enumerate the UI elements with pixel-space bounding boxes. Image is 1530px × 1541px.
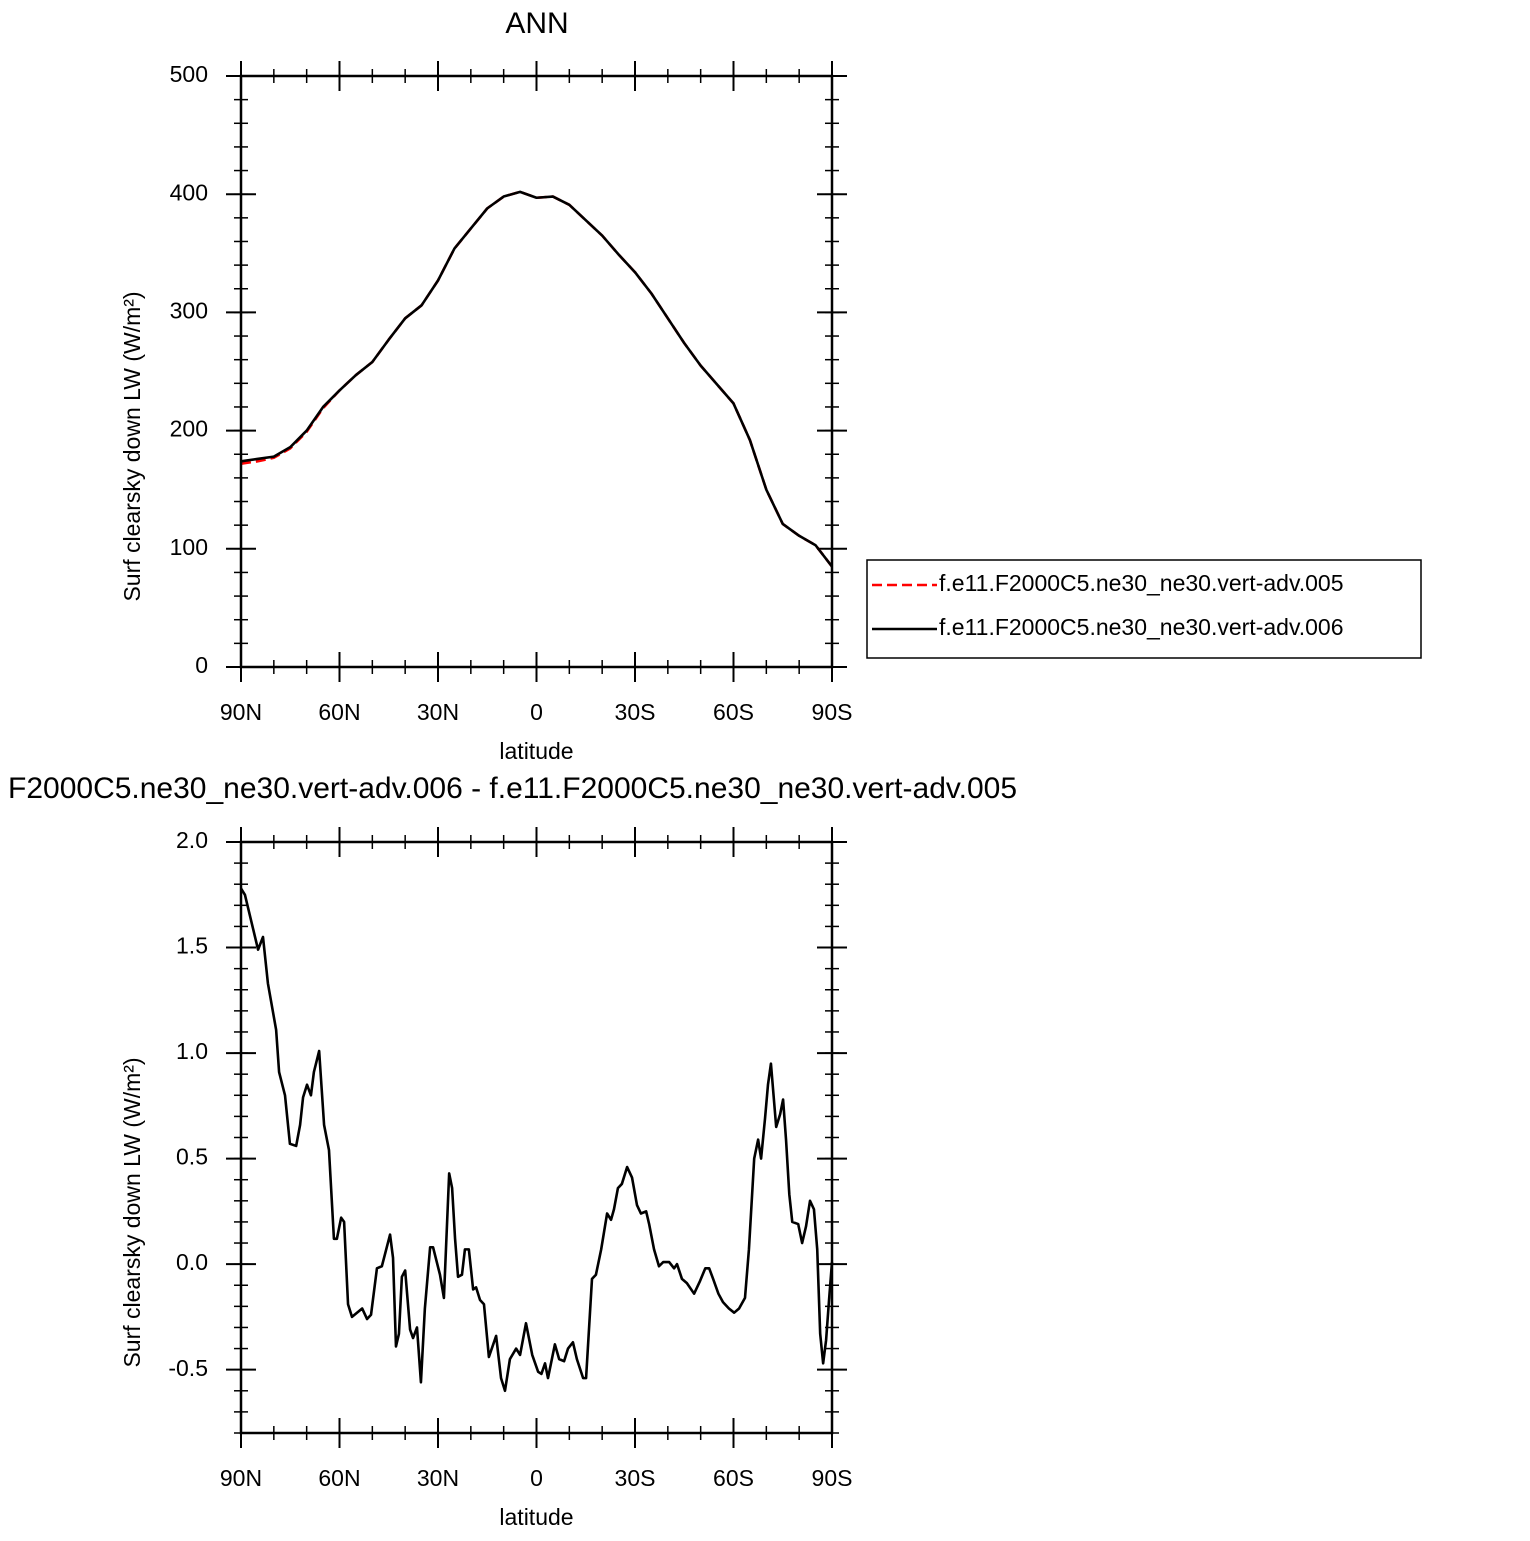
x-tick-label: 60N xyxy=(318,699,360,725)
x-tick-label: 60N xyxy=(318,1465,360,1491)
y-tick-label: 1.5 xyxy=(176,933,208,959)
plot-frame xyxy=(239,74,834,669)
y-tick-label: -0.5 xyxy=(168,1355,208,1381)
x-tick-label: 30S xyxy=(615,699,656,725)
x-tick-label: 0 xyxy=(530,1465,543,1491)
x-tick-label: 90S xyxy=(812,699,853,725)
x-tick-label: 90N xyxy=(220,699,262,725)
x-tick-label: 0 xyxy=(530,699,543,725)
x-axis-label: latitude xyxy=(499,738,573,764)
y-tick-label: 0.5 xyxy=(176,1144,208,1170)
legend-label: f.e11.F2000C5.ne30_ne30.vert-adv.006 xyxy=(939,614,1344,640)
y-axis-label: Surf clearsky down LW (W/m²) xyxy=(119,291,145,601)
data-line xyxy=(239,887,834,1393)
data-line xyxy=(240,190,834,568)
legend-box xyxy=(866,559,1422,659)
x-tick-label: 60S xyxy=(713,699,754,725)
y-tick-label: 2.0 xyxy=(176,827,208,853)
y-tick-label: 500 xyxy=(170,61,208,87)
x-tick-label: 90N xyxy=(220,1465,262,1491)
x-tick-label: 30S xyxy=(615,1465,656,1491)
plot-frame xyxy=(239,840,834,1435)
y-tick-label: 200 xyxy=(170,416,208,442)
x-tick-label: 60S xyxy=(713,1465,754,1491)
x-tick-label: 30N xyxy=(417,699,459,725)
y-tick-label: 0 xyxy=(195,652,208,678)
y-axis-label: Surf clearsky down LW (W/m²) xyxy=(119,1057,145,1367)
x-tick-label: 30N xyxy=(417,1465,459,1491)
legend-label: f.e11.F2000C5.ne30_ne30.vert-adv.005 xyxy=(939,570,1344,596)
y-tick-label: 100 xyxy=(170,534,208,560)
x-tick-label: 90S xyxy=(812,1465,853,1491)
y-tick-label: 300 xyxy=(170,297,208,323)
y-tick-label: 400 xyxy=(170,179,208,205)
chart-title: F2000C5.ne30_ne30.vert-adv.006 - f.e11.F… xyxy=(8,772,1017,805)
chart-title: ANN xyxy=(505,7,568,40)
data-line xyxy=(240,190,834,568)
x-axis-label: latitude xyxy=(499,1504,573,1530)
y-tick-label: 1.0 xyxy=(176,1038,208,1064)
y-tick-label: 0.0 xyxy=(176,1249,208,1275)
